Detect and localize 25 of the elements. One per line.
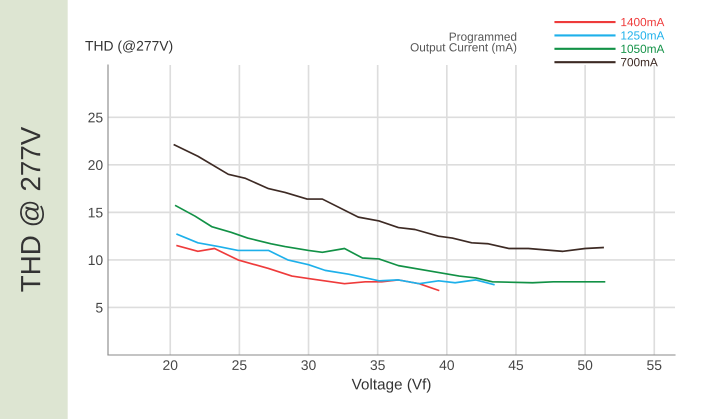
line-series: [174, 144, 604, 252]
text: 1050mA: [621, 44, 664, 54]
x-tick-label: 50: [578, 360, 592, 370]
text: 1400mA: [621, 18, 664, 26]
text: THD (@277V): [85, 40, 172, 54]
x-tick-label: 35: [370, 360, 385, 370]
x-tick-label: 20: [163, 360, 178, 370]
y-tick-label: 20: [88, 160, 103, 170]
y-tick-label: 25: [88, 112, 103, 122]
line-series: [176, 233, 495, 286]
text: 1250mA: [621, 31, 664, 40]
x-tick-label: 40: [439, 360, 454, 370]
y-tick-label: 5: [96, 302, 103, 313]
x-tick-label: 25: [232, 360, 247, 370]
text: 700mA: [621, 58, 658, 66]
y-tick-label: 10: [88, 255, 103, 266]
line-series: [176, 244, 440, 292]
line-series: [174, 204, 606, 284]
y-tick-label: 15: [88, 208, 103, 218]
x-tick-label: 55: [647, 360, 662, 370]
x-tick-label: 45: [508, 360, 524, 370]
x-tick-label: 30: [301, 360, 316, 370]
legend-title: Programmed Output Current (mA): [410, 32, 516, 54]
x-axis-title: Voltage (Vf): [352, 378, 430, 393]
y-axis-title: THD @ 277V: [20, 126, 44, 292]
